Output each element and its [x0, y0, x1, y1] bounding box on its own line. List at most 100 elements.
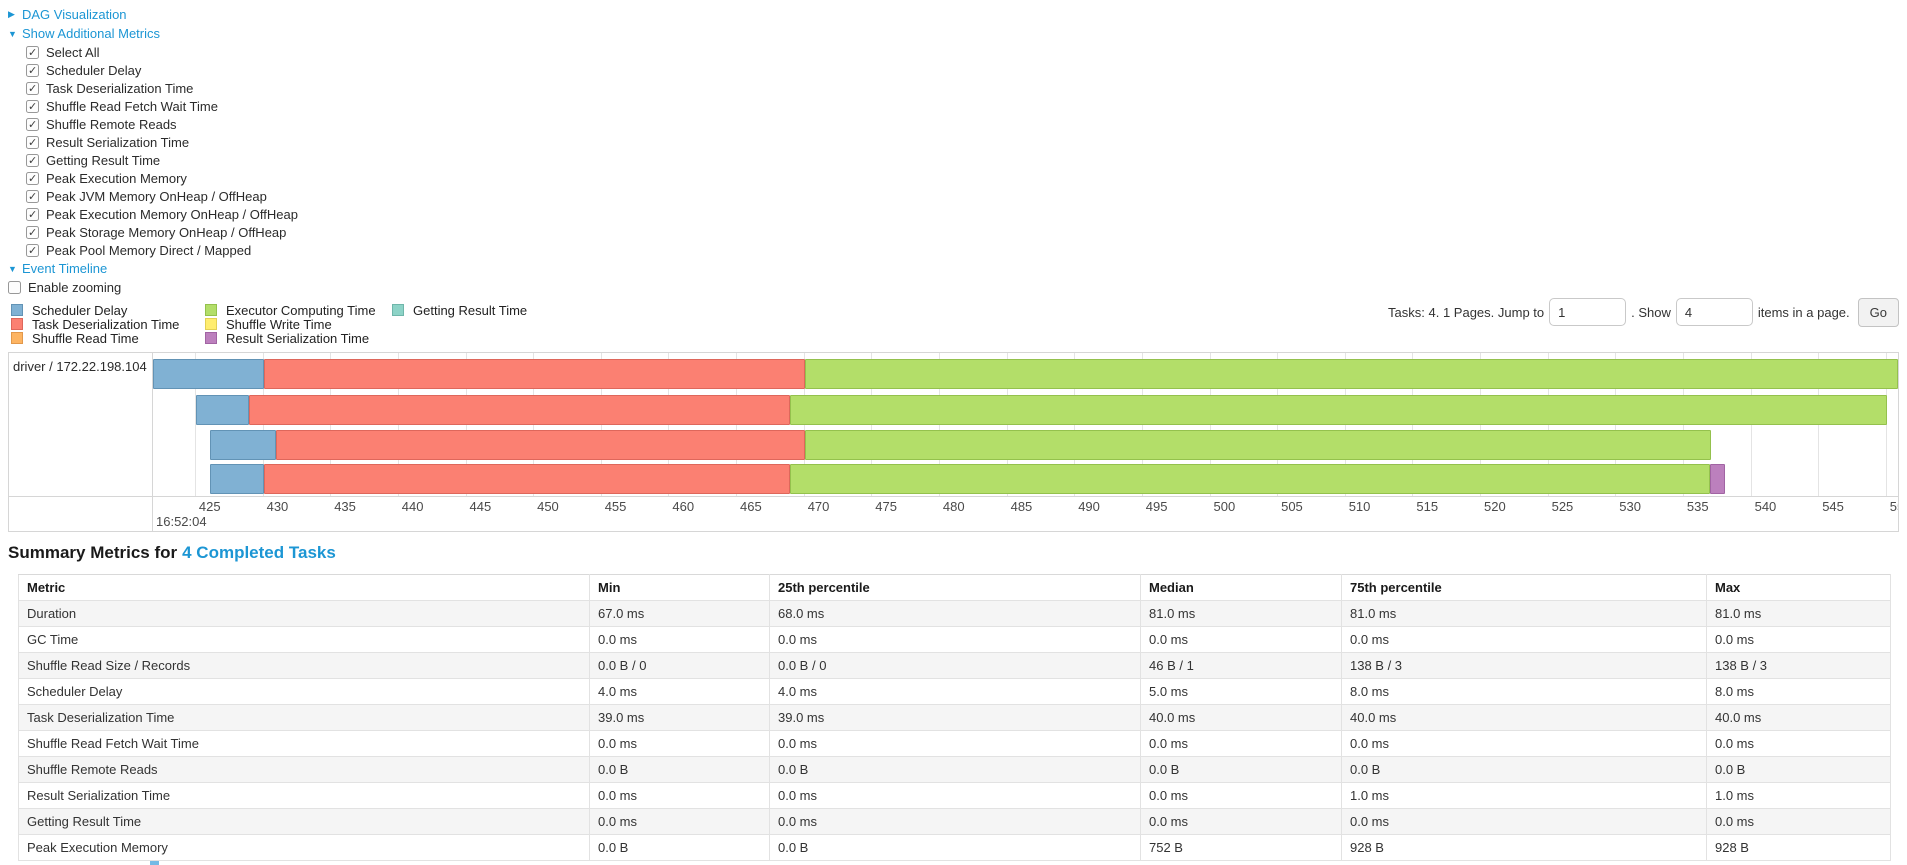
table-row: Shuffle Remote Reads 0.0 B 0.0 B 0.0 B 0.0 B…	[18, 756, 1891, 783]
metric-value-cell: 0.0 B	[769, 756, 1141, 783]
axis-tick-label: 470	[807, 499, 830, 514]
legend-item-label: Scheduler Delay	[32, 302, 128, 318]
timeline-axis-line	[9, 496, 1898, 497]
axis-tick-label: 425	[198, 499, 221, 514]
metric-checkbox[interactable]	[26, 81, 39, 95]
axis-tick-label: 500	[1213, 499, 1236, 514]
task-bar-segment-scheduler_delay[interactable]	[153, 359, 264, 389]
axis-tick-label: 430	[266, 499, 289, 514]
summary-table-body: Duration 67.0 ms 68.0 ms 81.0 ms 81.0 ms 81.0…	[18, 600, 1891, 861]
dag-visualization-toggle[interactable]: ▶ DAG Visualization	[8, 5, 298, 24]
metric-checkbox[interactable]	[26, 207, 39, 221]
metric-value-cell: 40.0 ms	[1341, 704, 1707, 731]
task-bar-segment-task_deserialization[interactable]	[263, 464, 791, 494]
task-bar-segment-scheduler_delay[interactable]	[209, 464, 264, 494]
enable-zooming-label: Enable zooming	[28, 279, 122, 295]
legend-swatch-icon	[11, 332, 23, 344]
metric-name-cell: Peak Execution Memory	[18, 834, 590, 861]
task-bar-segment-task_deserialization[interactable]	[276, 430, 805, 460]
task-pagination: Tasks: 4. 1 Pages. Jump to . Show items …	[1388, 296, 1899, 328]
metric-checkbox[interactable]	[26, 171, 39, 185]
legend-item-label: Result Serialization Time	[226, 330, 370, 346]
metric-value-cell: 0.0 B	[589, 834, 770, 861]
metric-value-cell: 39.0 ms	[769, 704, 1141, 731]
axis-tick-label: 515	[1416, 499, 1439, 514]
legend-item-label: Task Deserialization Time	[32, 316, 180, 332]
metric-value-cell: 0.0 ms	[1140, 730, 1342, 757]
metric-name-cell: Getting Result Time	[18, 808, 590, 835]
metric-checkbox[interactable]	[26, 63, 39, 77]
metric-value-cell: 67.0 ms	[589, 600, 770, 627]
task-bar-segment-executor_computing[interactable]	[805, 359, 1898, 389]
task-bar-segment-result_serialization[interactable]	[1710, 464, 1725, 494]
metric-value-cell: 752 B	[1140, 834, 1342, 861]
metric-value-cell: 0.0 B	[1341, 756, 1707, 783]
task-bar-segment-executor_computing[interactable]	[805, 430, 1712, 460]
metric-value-cell: 138 B / 3	[1706, 652, 1891, 679]
task-bar-segment-executor_computing[interactable]	[790, 395, 1888, 425]
metric-value-cell: 928 B	[1706, 834, 1891, 861]
axis-tick-label: 535	[1686, 499, 1709, 514]
metric-value-cell: 68.0 ms	[769, 600, 1141, 627]
metric-value-cell: 0.0 ms	[769, 626, 1141, 653]
task-bar-segment-task_deserialization[interactable]	[263, 359, 805, 389]
metric-checkbox[interactable]	[26, 189, 39, 203]
task-bar-segment-scheduler_delay[interactable]	[209, 430, 277, 460]
metric-checkbox[interactable]	[26, 45, 39, 59]
collapsed-arrow-icon: ▶	[8, 9, 15, 19]
table-header-cell: Min	[589, 574, 770, 601]
metric-checkbox-label: Peak Execution Memory OnHeap / OffHeap	[46, 206, 298, 222]
metric-checkbox-label: Peak Pool Memory Direct / Mapped	[46, 242, 252, 258]
task-bar-segment-scheduler_delay[interactable]	[196, 395, 250, 425]
metric-value-cell: 40.0 ms	[1140, 704, 1342, 731]
summary-heading-text: Summary Metrics for	[8, 543, 178, 562]
metric-checkbox-row: Peak Storage Memory OnHeap / OffHeap	[26, 223, 298, 241]
metric-checkbox-label: Peak JVM Memory OnHeap / OffHeap	[46, 188, 267, 204]
metric-value-cell: 0.0 ms	[589, 782, 770, 809]
go-button[interactable]: Go	[1857, 297, 1899, 327]
metric-value-cell: 0.0 ms	[769, 808, 1141, 835]
pagination-middle-text: . Show	[1631, 304, 1671, 320]
task-bar-segment-task_deserialization[interactable]	[249, 395, 791, 425]
metric-checkbox[interactable]	[26, 243, 39, 257]
metric-checkbox-label: Getting Result Time	[46, 152, 161, 168]
legend-swatch-icon	[205, 332, 217, 344]
metric-value-cell: 81.0 ms	[1140, 600, 1342, 627]
metric-value-cell: 0.0 ms	[1140, 626, 1342, 653]
axis-tick-label: 485	[1010, 499, 1033, 514]
metric-checkbox[interactable]	[26, 135, 39, 149]
expanded-arrow-icon: ▼	[8, 263, 17, 274]
legend-item-label: Executor Computing Time	[226, 302, 376, 318]
enable-zooming-checkbox[interactable]	[8, 280, 21, 294]
axis-tick-label: 455	[604, 499, 627, 514]
metric-checkbox[interactable]	[26, 99, 39, 113]
metric-checkbox-label: Peak Storage Memory OnHeap / OffHeap	[46, 224, 287, 240]
axis-tick-label: 495	[1145, 499, 1168, 514]
axis-tick-label: 475	[875, 499, 897, 514]
metric-value-cell: 0.0 ms	[589, 808, 770, 835]
metric-value-cell: 0.0 ms	[589, 730, 770, 757]
task-bar-segment-executor_computing[interactable]	[790, 464, 1710, 494]
table-header-cell: Metric	[18, 574, 590, 601]
metric-checkbox-label: Select All	[46, 44, 100, 60]
timeline-group-column: driver / 172.22.198.104	[9, 353, 153, 531]
metric-checkbox[interactable]	[26, 225, 39, 239]
event-timeline-toggle[interactable]: ▼ Event Timeline	[8, 259, 298, 278]
items-per-page-input[interactable]	[1675, 298, 1753, 326]
metric-name-cell: GC Time	[18, 626, 590, 653]
jump-to-page-input[interactable]	[1549, 298, 1627, 326]
metric-name-cell: Scheduler Delay	[18, 678, 590, 705]
metric-value-cell: 40.0 ms	[1706, 704, 1891, 731]
legend-swatch-icon	[11, 318, 23, 330]
metric-checkbox-row: Result Serialization Time	[26, 133, 298, 151]
metric-checkbox-row: Peak Execution Memory OnHeap / OffHeap	[26, 205, 298, 223]
show-additional-metrics-toggle[interactable]: ▼ Show Additional Metrics	[8, 24, 298, 43]
metric-checkbox[interactable]	[26, 117, 39, 131]
legend-item: Getting Result Time	[392, 303, 527, 318]
metric-name-cell: Duration	[18, 600, 590, 627]
table-row: Peak Execution Memory 0.0 B 0.0 B 752 B 928 …	[18, 834, 1891, 861]
metric-value-cell: 0.0 ms	[1706, 730, 1891, 757]
completed-tasks-link[interactable]: 4 Completed Tasks	[182, 543, 336, 562]
metric-checkbox[interactable]	[26, 153, 39, 167]
